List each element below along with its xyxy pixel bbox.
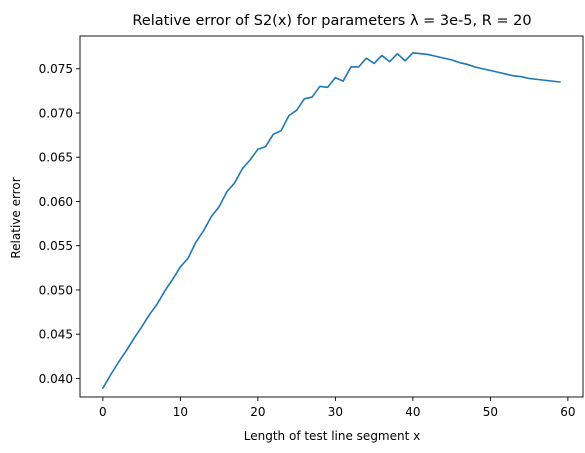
y-axis-label: Relative error xyxy=(9,177,23,258)
x-tick-label: 30 xyxy=(328,405,343,419)
x-tick-label: 40 xyxy=(405,405,420,419)
chart-title: Relative error of S2(x) for parameters λ… xyxy=(132,13,531,29)
x-tick-label: 20 xyxy=(250,405,265,419)
x-axis-label: Length of test line segment x xyxy=(244,429,420,443)
y-tick-label: 0.060 xyxy=(39,195,73,209)
y-tick-label: 0.070 xyxy=(39,106,73,120)
series-line-0 xyxy=(102,52,561,389)
y-tick-label: 0.065 xyxy=(39,151,73,165)
x-tick-label: 0 xyxy=(99,405,107,419)
plot-frame xyxy=(79,35,584,398)
y-tick-label: 0.055 xyxy=(39,239,73,253)
y-tick-label: 0.075 xyxy=(39,62,73,76)
x-tick-label: 60 xyxy=(560,405,575,419)
x-tick-label: 10 xyxy=(173,405,188,419)
y-tick-label: 0.040 xyxy=(39,372,73,386)
x-tick-label: 50 xyxy=(483,405,498,419)
plot-area: 0 10 20 30 40 50 60 0.040 0.045 0.050 0.055 0.060 0.… xyxy=(39,35,584,419)
y-tick-label: 0.050 xyxy=(39,283,73,297)
y-tick-label: 0.045 xyxy=(39,328,73,342)
